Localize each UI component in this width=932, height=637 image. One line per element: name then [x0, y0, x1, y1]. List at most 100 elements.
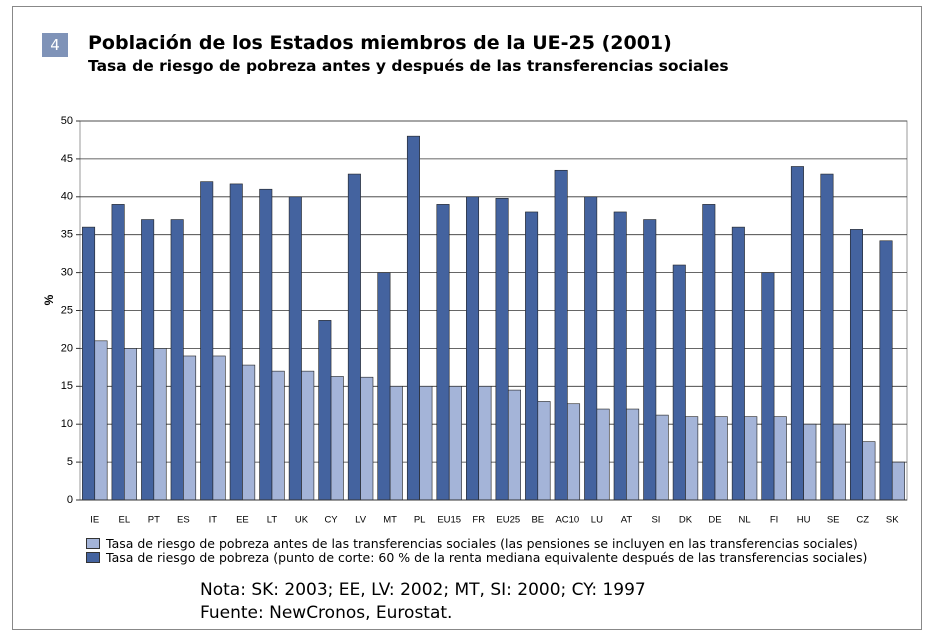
x-tick-label: LV — [355, 515, 367, 526]
legend-label: Tasa de riesgo de pobreza antes de las t… — [106, 536, 858, 551]
x-tick-label: FR — [472, 515, 485, 526]
legend-swatch — [86, 538, 100, 549]
bar — [330, 376, 344, 501]
bar — [419, 385, 433, 501]
x-tick-label: EL — [118, 515, 130, 526]
bar — [537, 401, 551, 501]
y-axis-label: % — [42, 294, 56, 305]
bar — [495, 198, 509, 501]
x-tick-label: HU — [797, 515, 811, 526]
x-tick-label: UK — [295, 515, 309, 526]
bar — [596, 408, 610, 501]
bar — [153, 348, 167, 501]
x-tick-label: PT — [148, 515, 160, 526]
bar — [200, 181, 214, 501]
frame — [12, 6, 922, 630]
bar — [448, 385, 462, 501]
y-tick-label: 45 — [61, 153, 73, 165]
bar — [259, 188, 273, 501]
legend-label: Tasa de riesgo de pobreza (punto de cort… — [106, 550, 868, 565]
bar — [525, 211, 539, 501]
bar — [377, 272, 391, 501]
x-tick-label: BE — [531, 515, 544, 526]
note: Nota: SK: 2003; EE, LV: 2002; MT, SI: 20… — [200, 580, 646, 600]
x-tick-label: EU25 — [496, 515, 520, 526]
x-tick-label: IT — [209, 515, 218, 526]
bar — [761, 272, 775, 501]
bar — [288, 196, 302, 501]
x-tick-label: LT — [267, 515, 278, 526]
y-tick-label: 30 — [61, 267, 73, 279]
y-tick-label: 15 — [61, 380, 73, 392]
bar — [301, 370, 315, 501]
bar — [803, 423, 817, 501]
bar — [436, 204, 450, 501]
x-tick-label: ES — [177, 515, 190, 526]
x-tick-label: DE — [708, 515, 721, 526]
bar — [790, 166, 804, 501]
x-tick-label: EE — [236, 515, 249, 526]
bar — [744, 416, 758, 501]
bar — [685, 416, 699, 501]
bar — [773, 416, 787, 501]
x-tick-label: NL — [738, 515, 750, 526]
y-tick-label: 20 — [61, 342, 73, 354]
x-tick-label: FI — [770, 515, 778, 526]
x-tick-label: EU15 — [437, 515, 461, 526]
y-tick-label: 25 — [61, 304, 73, 316]
y-tick-label: 10 — [61, 418, 73, 430]
bar — [714, 416, 728, 501]
bar — [507, 389, 521, 501]
bar — [94, 340, 108, 501]
x-tick-label: AC10 — [555, 515, 579, 526]
bar — [347, 173, 361, 501]
source: Fuente: NewCronos, Eurostat. — [200, 603, 453, 623]
bar — [702, 204, 716, 501]
x-tick-label: DK — [679, 515, 693, 526]
bar — [849, 229, 863, 501]
bar — [832, 423, 846, 501]
bar — [124, 348, 138, 501]
bar — [655, 414, 669, 501]
x-tick-label: AT — [621, 515, 633, 526]
bar — [360, 376, 374, 501]
legend-swatch — [86, 552, 100, 563]
bar — [879, 240, 893, 501]
bar — [672, 264, 686, 501]
x-tick-label: SK — [886, 515, 899, 526]
bar — [242, 364, 256, 501]
y-tick-label: 50 — [61, 115, 73, 127]
bar — [141, 219, 155, 501]
x-tick-label: PL — [414, 515, 426, 526]
bar — [584, 196, 598, 501]
y-tick-label: 40 — [61, 191, 73, 203]
bar — [613, 211, 627, 501]
bar — [406, 135, 420, 501]
x-tick-label: IE — [90, 515, 99, 526]
chart-title: Población de los Estados miembros de la … — [88, 32, 672, 54]
bar — [466, 196, 480, 501]
bar — [212, 355, 226, 501]
y-tick-label: 35 — [61, 229, 73, 241]
bar — [731, 226, 745, 501]
bar — [820, 173, 834, 501]
bar — [229, 183, 243, 501]
bar — [862, 441, 876, 501]
x-tick-label: MT — [383, 515, 397, 526]
chart-subtitle: Tasa de riesgo de pobreza antes y despué… — [88, 57, 729, 75]
bar — [554, 169, 568, 501]
bar — [891, 461, 905, 501]
bar — [626, 408, 640, 501]
badge: 4 — [42, 33, 68, 57]
bar — [478, 385, 492, 501]
x-tick-label: CZ — [856, 515, 869, 526]
y-tick-label: 0 — [67, 494, 73, 506]
x-tick-label: CY — [324, 515, 338, 526]
x-tick-label: SI — [651, 515, 660, 526]
bar — [271, 370, 285, 501]
bar — [643, 219, 657, 501]
y-tick-label: 5 — [67, 456, 73, 468]
bar — [82, 226, 96, 501]
